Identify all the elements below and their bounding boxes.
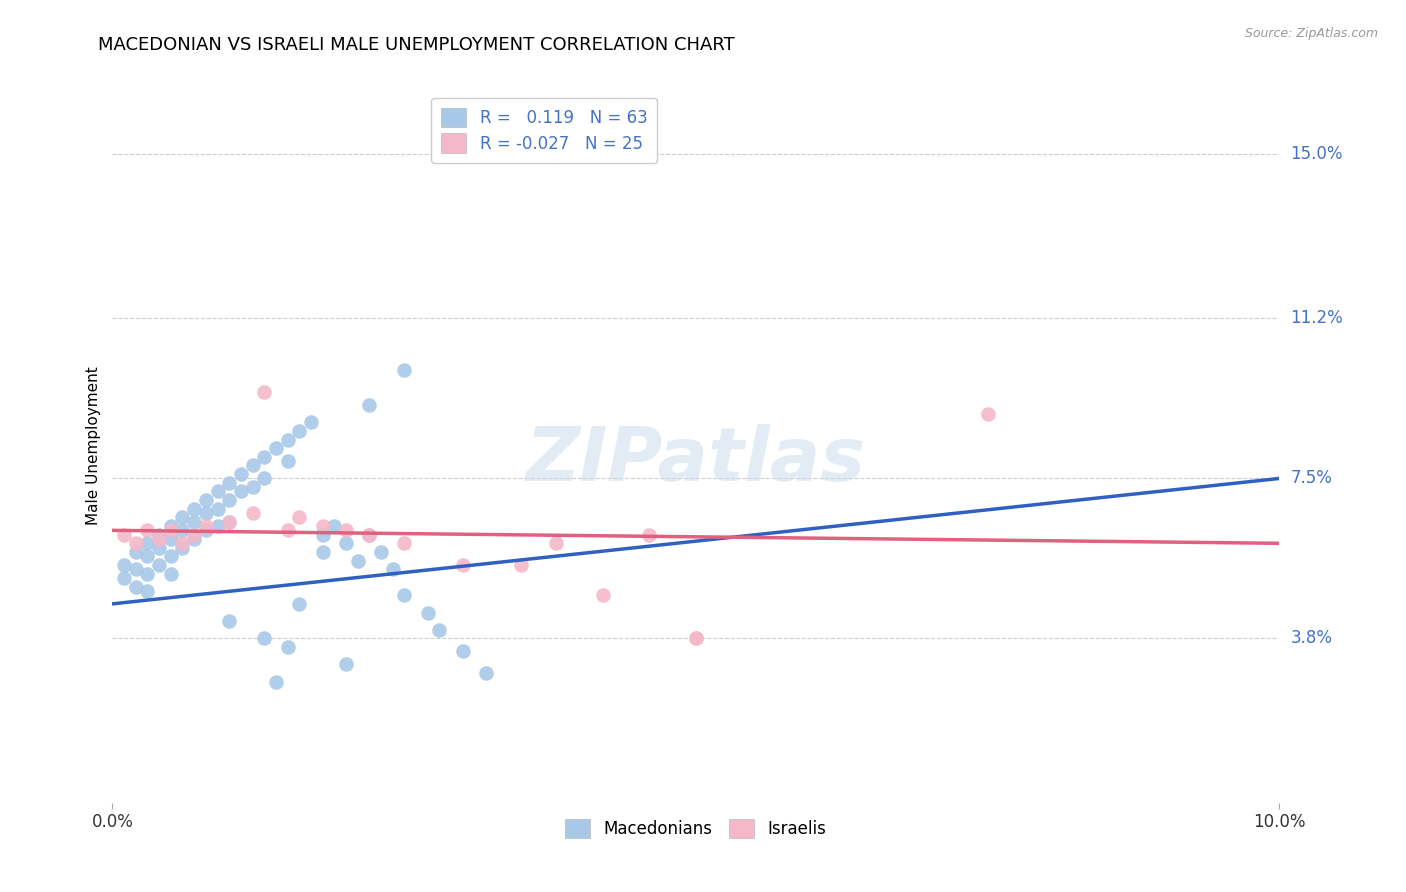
Point [125, 545, 148, 559]
Point [160, 532, 183, 546]
Point [148, 527, 170, 541]
Point [112, 558, 135, 572]
Text: Source: ZipAtlas.com: Source: ZipAtlas.com [1244, 27, 1378, 40]
Text: ZIPatlas: ZIPatlas [526, 424, 866, 497]
Point [136, 549, 159, 564]
Point [160, 524, 183, 538]
Point [172, 536, 194, 550]
Point [276, 433, 298, 447]
Point [160, 566, 183, 581]
Point [112, 527, 135, 541]
Point [148, 558, 170, 572]
Point [311, 545, 333, 559]
Point [685, 632, 707, 646]
Point [299, 415, 322, 429]
Text: 7.5%: 7.5% [1291, 469, 1333, 487]
Point [394, 363, 416, 377]
Point [976, 407, 998, 421]
Point [370, 545, 392, 559]
Point [276, 524, 298, 538]
Point [509, 558, 531, 572]
Point [394, 588, 416, 602]
Point [148, 532, 170, 546]
Point [253, 471, 276, 485]
Point [136, 566, 159, 581]
Point [218, 515, 240, 529]
Point [172, 510, 194, 524]
Point [183, 532, 205, 546]
Point [125, 580, 148, 594]
Point [242, 506, 264, 520]
Point [148, 541, 170, 555]
Point [207, 519, 229, 533]
Point [475, 666, 498, 681]
Point [194, 493, 217, 508]
Point [311, 519, 333, 533]
Point [125, 536, 148, 550]
Point [253, 450, 276, 464]
Point [451, 558, 474, 572]
Point [276, 640, 298, 654]
Point [218, 493, 240, 508]
Point [276, 454, 298, 468]
Point [160, 549, 183, 564]
Point [136, 536, 159, 550]
Point [136, 583, 159, 598]
Text: 15.0%: 15.0% [1291, 145, 1343, 163]
Point [381, 562, 404, 576]
Point [264, 674, 287, 689]
Point [451, 644, 474, 658]
Point [194, 506, 217, 520]
Point [253, 384, 276, 399]
Point [416, 606, 439, 620]
Text: 3.8%: 3.8% [1291, 630, 1333, 648]
Point [323, 519, 346, 533]
Point [242, 458, 264, 473]
Point [359, 527, 381, 541]
Point [218, 614, 240, 628]
Point [125, 562, 148, 576]
Point [264, 441, 287, 455]
Point [194, 524, 217, 538]
Point [335, 524, 357, 538]
Point [253, 632, 276, 646]
Point [136, 524, 159, 538]
Point [427, 623, 450, 637]
Point [685, 632, 707, 646]
Point [335, 536, 357, 550]
Point [218, 475, 240, 490]
Text: MACEDONIAN VS ISRAELI MALE UNEMPLOYMENT CORRELATION CHART: MACEDONIAN VS ISRAELI MALE UNEMPLOYMENT … [98, 36, 735, 54]
Point [229, 467, 252, 482]
Point [183, 501, 205, 516]
Point [288, 597, 311, 611]
Point [359, 527, 381, 541]
Point [172, 524, 194, 538]
Point [394, 536, 416, 550]
Point [207, 484, 229, 499]
Point [194, 519, 217, 533]
Point [242, 480, 264, 494]
Point [160, 519, 183, 533]
Point [335, 657, 357, 672]
Point [229, 484, 252, 499]
Point [183, 527, 205, 541]
Point [288, 510, 311, 524]
Point [311, 527, 333, 541]
Point [207, 501, 229, 516]
Legend: Macedonians, Israelis: Macedonians, Israelis [558, 812, 834, 845]
Point [288, 424, 311, 438]
Point [592, 588, 614, 602]
Point [544, 536, 567, 550]
Text: 11.2%: 11.2% [1291, 310, 1343, 327]
Point [218, 515, 240, 529]
Y-axis label: Male Unemployment: Male Unemployment [86, 367, 101, 525]
Point [112, 571, 135, 585]
Point [346, 553, 368, 567]
Point [183, 515, 205, 529]
Point [638, 527, 661, 541]
Point [172, 541, 194, 555]
Point [359, 398, 381, 412]
